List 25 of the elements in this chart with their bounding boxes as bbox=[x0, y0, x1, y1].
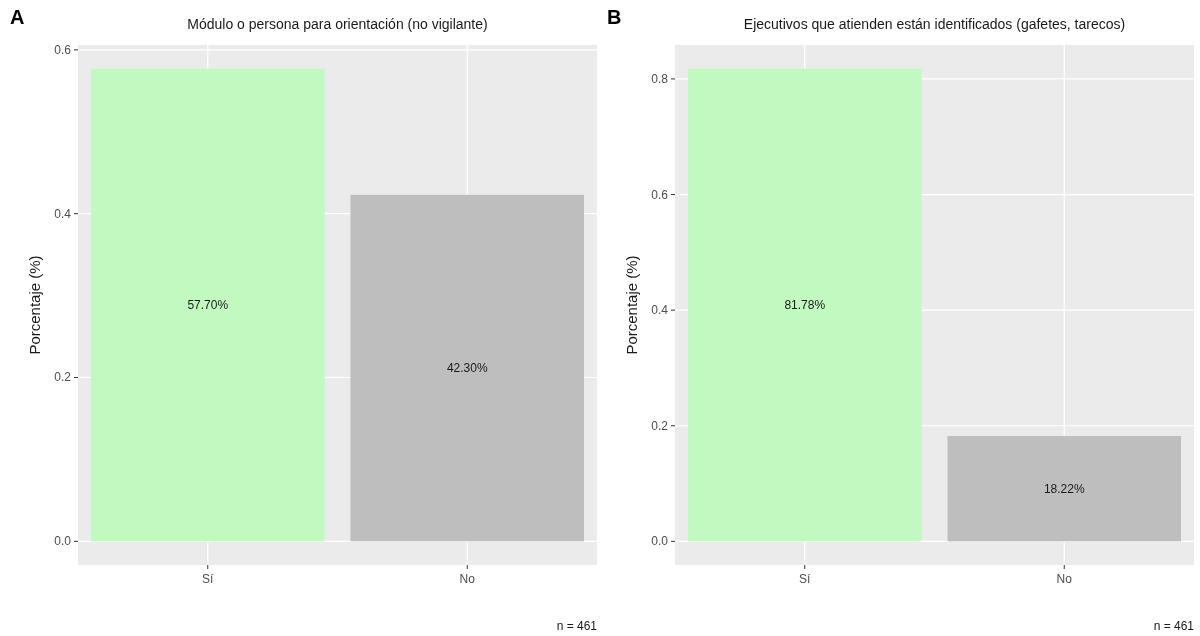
y-tick-label: 0.2 bbox=[651, 418, 669, 433]
text: B bbox=[607, 6, 622, 28]
data-label: 18.22% bbox=[1043, 481, 1085, 496]
y-tick-label: 0.4 bbox=[54, 206, 72, 221]
x-tick-label: No bbox=[459, 572, 476, 586]
y-tick-label: 0.6 bbox=[651, 187, 669, 202]
text: n = 461 bbox=[556, 619, 598, 633]
y-tick-label: 0.0 bbox=[54, 534, 72, 549]
x-tick-label: No bbox=[1056, 572, 1073, 586]
chart-title: Módulo o persona para orientación (no vigilante) bbox=[187, 16, 488, 32]
text: A bbox=[10, 6, 25, 28]
chart-title: Ejecutivos que atienden están identificados (gafetes, tarecos) bbox=[743, 16, 1126, 32]
y-axis-title: Porcentaje (%) bbox=[623, 255, 640, 355]
data-label: 81.78% bbox=[784, 298, 826, 312]
y-tick-label: 0.6 bbox=[54, 42, 72, 57]
data-label: 42.30% bbox=[446, 361, 488, 376]
y-tick-label: 0.8 bbox=[651, 71, 669, 86]
text: n = 461 bbox=[1153, 619, 1195, 633]
y-tick-label: 0.0 bbox=[651, 534, 669, 549]
y-tick-label: 0.2 bbox=[54, 370, 72, 385]
data-label: 57.70% bbox=[187, 298, 229, 312]
x-tick-label: Sí bbox=[202, 572, 215, 586]
y-tick-label: 0.4 bbox=[651, 303, 669, 318]
y-axis-title: Porcentaje (%) bbox=[26, 255, 43, 355]
x-tick-label: Sí bbox=[799, 572, 812, 586]
